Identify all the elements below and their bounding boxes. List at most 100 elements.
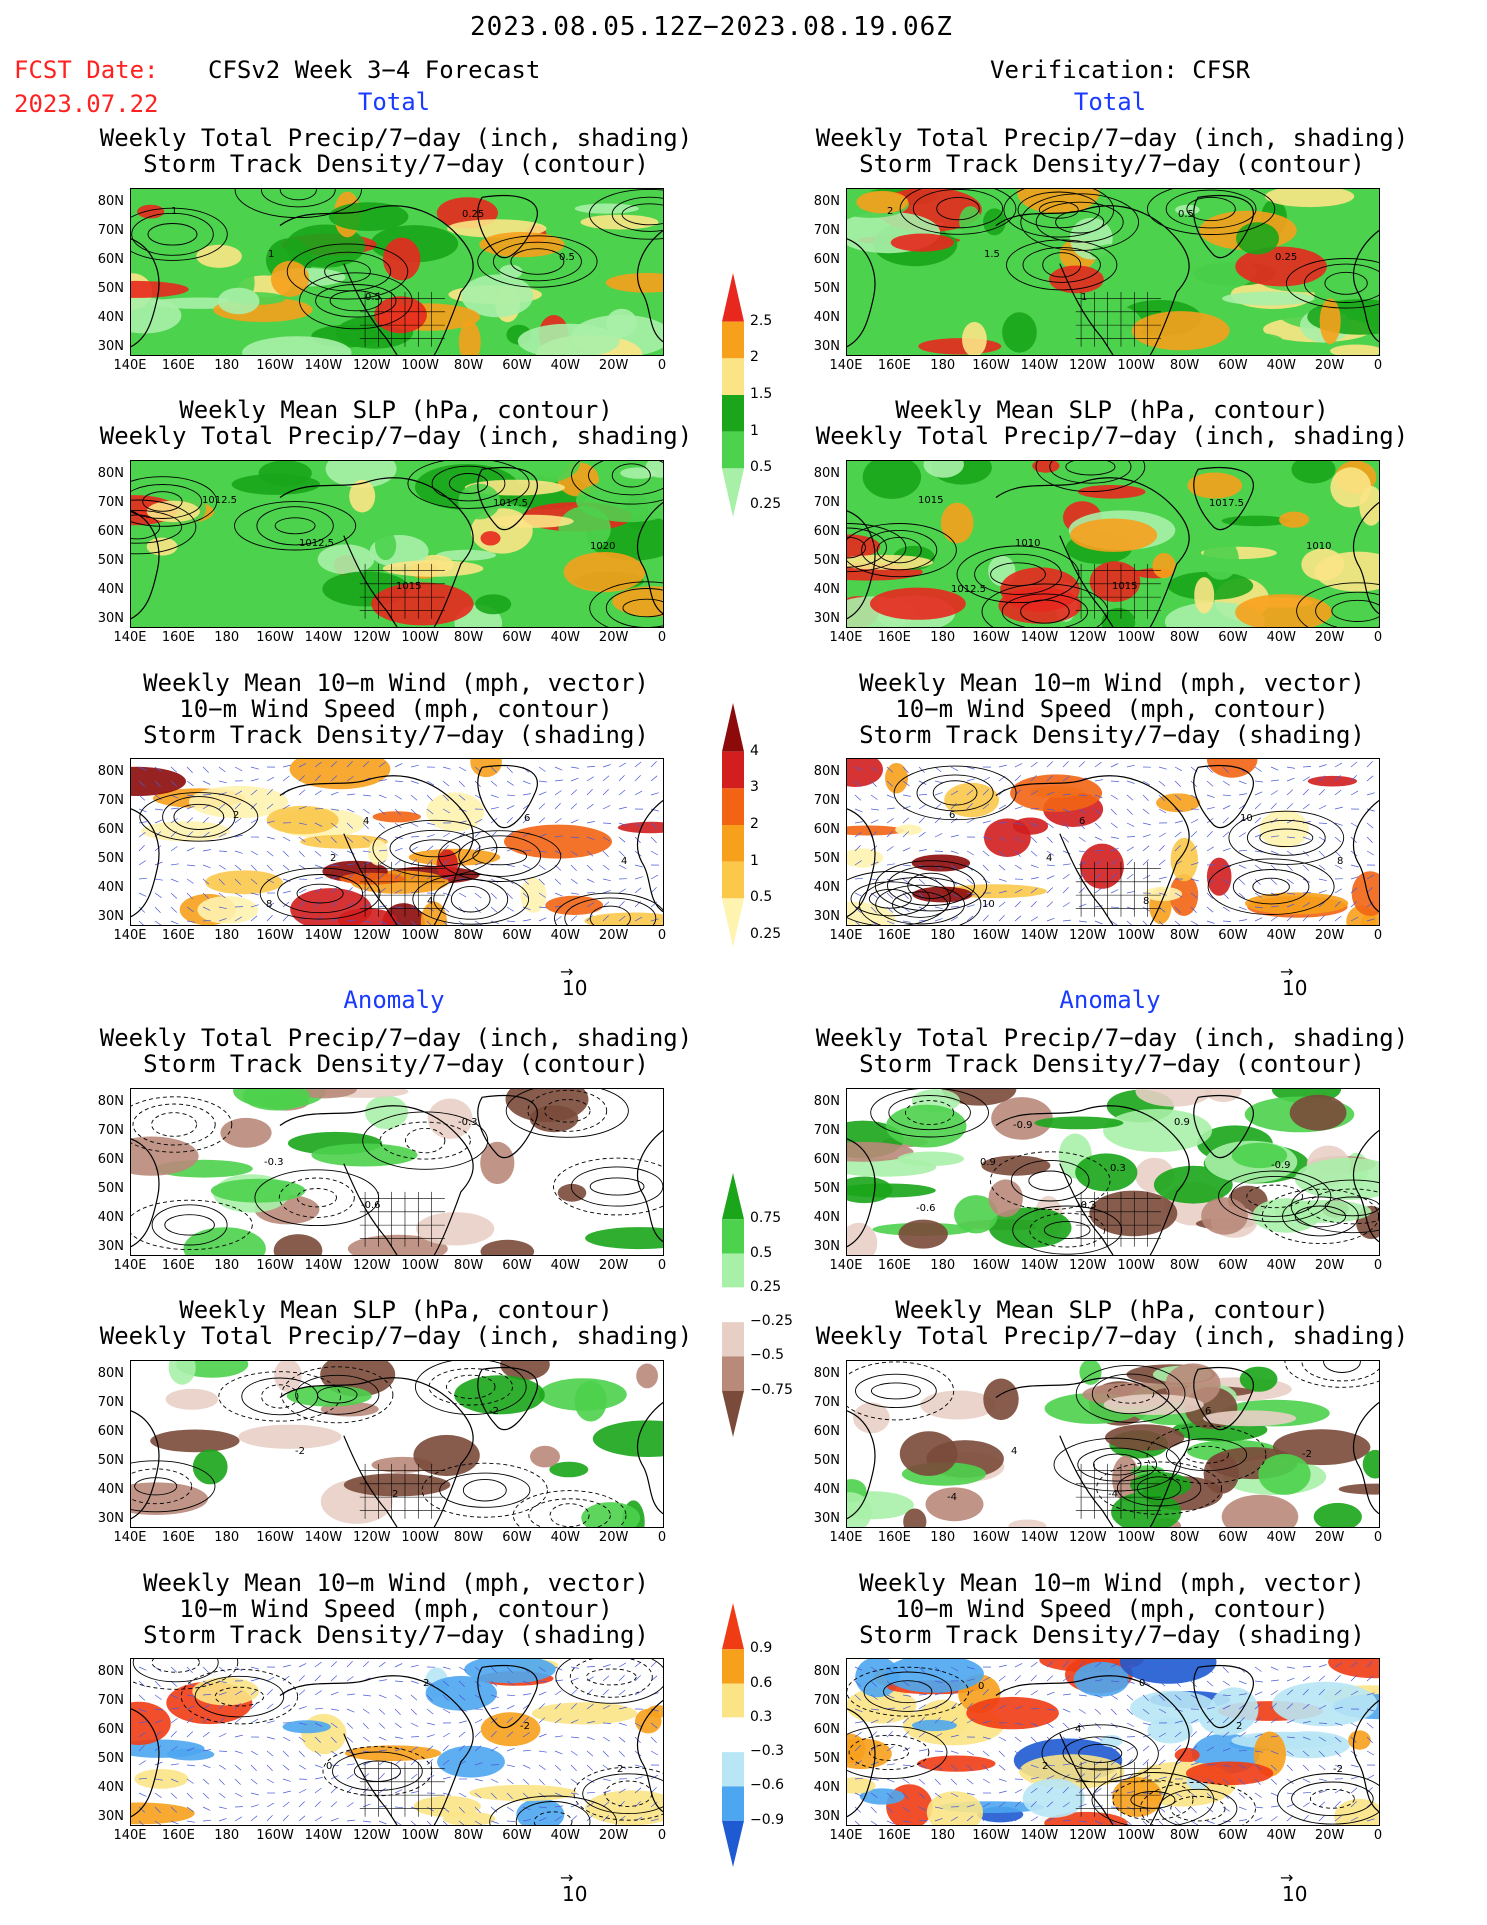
- wind-vector: [1334, 850, 1341, 857]
- lon-tick-label: 0: [657, 1530, 667, 1545]
- contour-label: 0.9: [980, 1157, 996, 1168]
- panel-title-line: Weekly Mean SLP (hPa, contour): [895, 1296, 1329, 1324]
- wind-vector: [234, 864, 242, 871]
- shading-blob: [636, 1363, 658, 1389]
- wind-vector: [346, 793, 355, 796]
- contour-label: 0: [326, 1761, 332, 1772]
- wind-vector: [346, 874, 354, 880]
- panel-title-line: Storm Track Density/7−day (contour): [143, 150, 649, 178]
- lon-tick-label: 20W: [1314, 1258, 1345, 1273]
- shading-blob: [1153, 1165, 1233, 1204]
- wind-vector: [982, 820, 991, 824]
- wind-vector: [474, 1778, 483, 1782]
- wind-vector: [586, 1721, 595, 1724]
- wind-vector: [490, 1746, 498, 1752]
- shading-blob: [183, 1227, 266, 1255]
- wind-vector: [1110, 1820, 1118, 1825]
- wind-vector: [1254, 1666, 1262, 1672]
- wind-vector: [202, 864, 211, 869]
- wind-vector: [602, 836, 610, 842]
- colorbar-swatch: [722, 1786, 744, 1821]
- lon-tick-label: 40W: [1266, 1828, 1296, 1843]
- wind-vector: [234, 916, 242, 922]
- coastline: [131, 1138, 160, 1248]
- wind-vector: [154, 1778, 163, 1781]
- lon-tick-label: 100W: [401, 1530, 439, 1545]
- colorbar-label: 0.3: [750, 1708, 773, 1725]
- wind-vector: [1062, 1722, 1070, 1729]
- wind-vector: [426, 1806, 434, 1812]
- wind-vector: [378, 905, 387, 908]
- contour-line: [1315, 591, 1379, 627]
- wind-vector: [1254, 1717, 1262, 1724]
- shading-blob: [1073, 1661, 1130, 1697]
- shading-blob: [368, 839, 389, 866]
- wind-vector: [966, 1764, 973, 1771]
- wind-vector: [538, 780, 547, 783]
- wind-vector: [886, 892, 894, 899]
- wind-vector: [618, 850, 625, 857]
- lon-tick-label: 20W: [1314, 928, 1345, 943]
- coastline: [995, 205, 1190, 355]
- wind-vector: [982, 915, 989, 922]
- wind-vector: [1110, 780, 1120, 782]
- wind-vector: [1206, 1706, 1215, 1710]
- contour-line: [1246, 1184, 1304, 1209]
- wind-vector: [1030, 916, 1038, 922]
- wind-vector: [1318, 1664, 1327, 1668]
- contour-line: [621, 203, 663, 226]
- shading-blob: [538, 1378, 627, 1411]
- wind-vector: [458, 1666, 467, 1672]
- wind-vector: [186, 1694, 195, 1697]
- wind-vector: [1350, 1661, 1358, 1668]
- contour-label: -0.6: [361, 1200, 381, 1211]
- wind-vector: [1158, 1680, 1166, 1687]
- shading-blob: [242, 1089, 310, 1111]
- shading-blob: [480, 1239, 535, 1255]
- wind-vector: [202, 1731, 210, 1738]
- wind-vector: [854, 766, 863, 771]
- wind-vector: [410, 920, 417, 925]
- shading-blob: [847, 1176, 893, 1204]
- wind-vector: [1094, 849, 1104, 852]
- wind-vector: [586, 789, 593, 796]
- shading-blob: [923, 461, 964, 478]
- wind-vector: [618, 822, 627, 826]
- shading-blob: [300, 834, 388, 849]
- wind-vector: [362, 761, 370, 768]
- contour-line: [362, 1111, 489, 1170]
- coastline: [1193, 1366, 1254, 1430]
- lat-tick-label: 30N: [97, 1511, 124, 1526]
- wind-vector: [474, 818, 483, 824]
- wind-vector: [570, 836, 580, 839]
- wind-vector: [1030, 1675, 1037, 1682]
- wind-vector: [362, 1708, 370, 1714]
- wind-vector: [202, 919, 212, 922]
- contour-line: [1043, 1221, 1091, 1240]
- shading-blob: [504, 824, 612, 859]
- wind-vector: [870, 808, 879, 811]
- wind-vector: [982, 878, 991, 884]
- shading-blob: [1131, 311, 1230, 351]
- wind-vector: [1078, 920, 1087, 923]
- contour-line: [912, 189, 1004, 229]
- wind-vector: [138, 1732, 146, 1738]
- panel-title-line: Storm Track Density/7−day (contour): [859, 150, 1365, 178]
- wind-vector: [330, 822, 338, 828]
- wind-vector: [170, 892, 178, 899]
- wind-vector: [1062, 1676, 1070, 1682]
- lon-tick-label: 0: [1373, 630, 1383, 645]
- wind-vector: [458, 1680, 465, 1687]
- wind-vector: [1110, 822, 1118, 829]
- wind-vector: [934, 1692, 943, 1696]
- wind-vector: [1030, 877, 1039, 880]
- shading-blob: [856, 190, 909, 214]
- wind-vector: [1222, 831, 1230, 838]
- wind-vector: [170, 1694, 179, 1699]
- wind-vector: [950, 803, 957, 810]
- wind-vector: [1302, 1802, 1310, 1808]
- wind-vector: [1366, 887, 1373, 894]
- wind-vector: [998, 890, 1007, 894]
- contour-line: [132, 1659, 219, 1683]
- contour-line: [932, 780, 978, 806]
